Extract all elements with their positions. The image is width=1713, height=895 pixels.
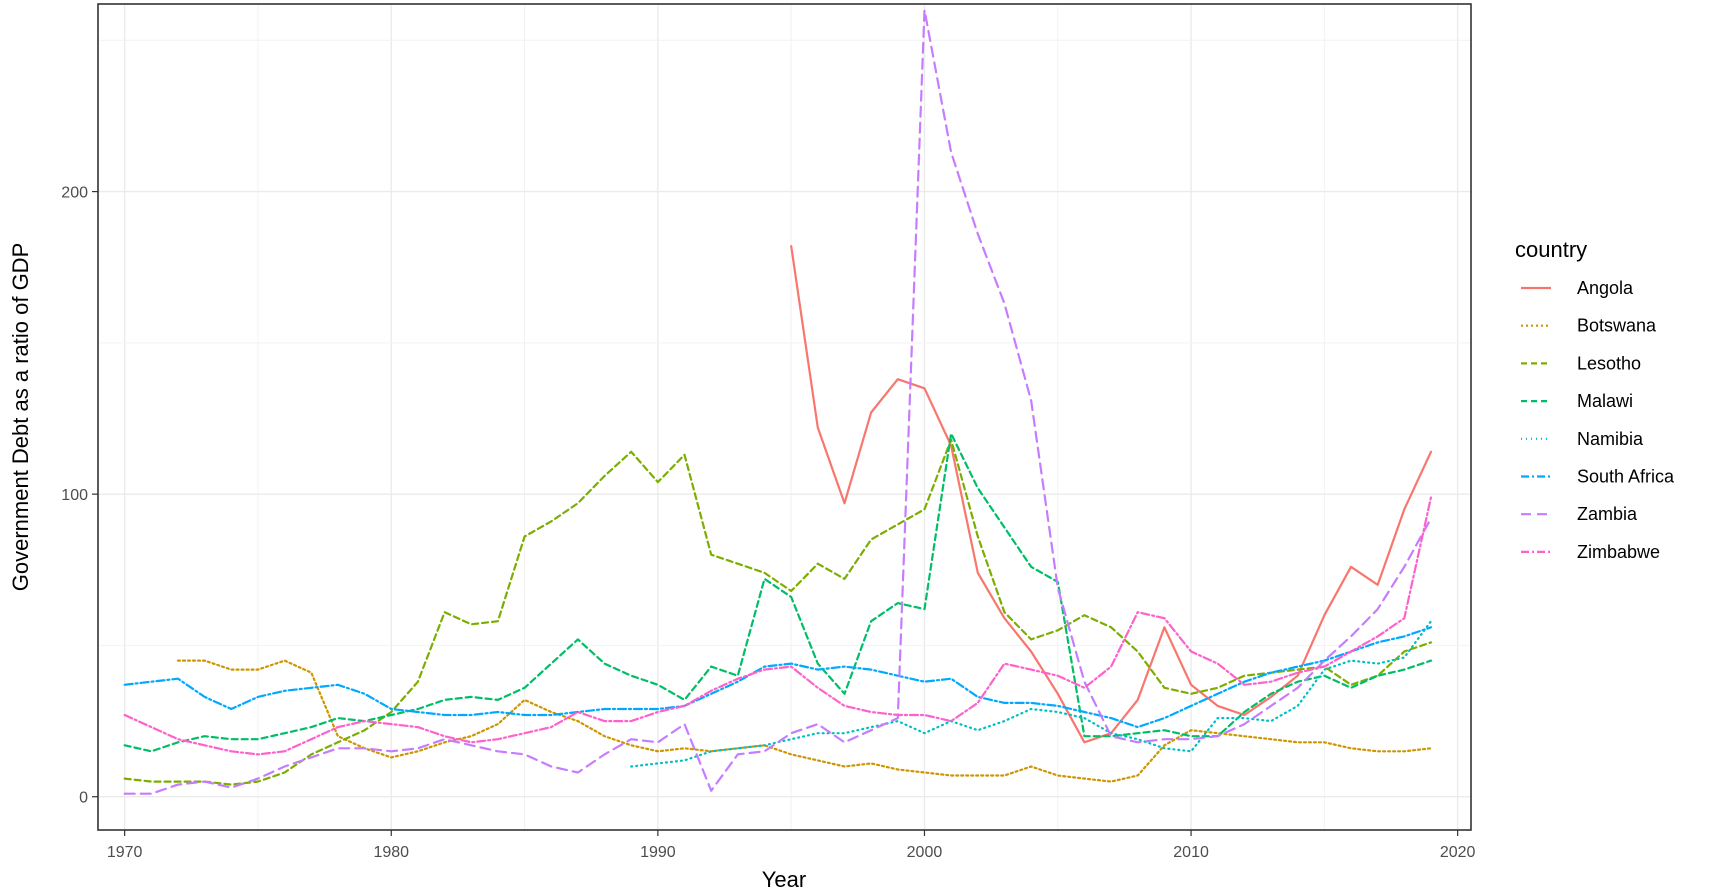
legend-label: South Africa bbox=[1577, 467, 1675, 487]
x-tick-label: 1980 bbox=[373, 844, 409, 861]
y-tick-label: 100 bbox=[61, 487, 88, 504]
legend-label: Zimbabwe bbox=[1577, 542, 1660, 562]
y-tick-label: 200 bbox=[61, 185, 88, 202]
series-line-namibia bbox=[630, 620, 1433, 768]
legend-label: Angola bbox=[1577, 278, 1634, 298]
x-tick-label: 2010 bbox=[1173, 844, 1209, 861]
series-line-zimbabwe bbox=[123, 496, 1433, 756]
series-line-lesotho bbox=[123, 438, 1433, 786]
y-axis-title: Government Debt as a ratio of GDP bbox=[8, 243, 33, 592]
legend-label: Malawi bbox=[1577, 391, 1633, 411]
y-tick-label: 0 bbox=[79, 790, 88, 807]
plot-border bbox=[97, 3, 1472, 831]
x-tick-label: 2000 bbox=[907, 844, 943, 861]
legend-label: Namibia bbox=[1577, 429, 1644, 449]
y-axis: 0 100 200 bbox=[61, 185, 98, 807]
legend: country Angola Botswana Lesotho Malawi Namib… bbox=[1515, 237, 1675, 562]
series-line-zambia bbox=[123, 9, 1433, 795]
series-line-south-africa bbox=[123, 626, 1433, 729]
grid bbox=[98, 4, 1471, 830]
series-layer bbox=[123, 9, 1433, 795]
x-tick-label: 1990 bbox=[640, 844, 676, 861]
legend-label: Zambia bbox=[1577, 504, 1638, 524]
legend-title: country bbox=[1515, 237, 1587, 262]
x-axis: 1970 1980 1990 2000 2010 2020 bbox=[107, 830, 1476, 861]
series-line-botswana bbox=[176, 659, 1433, 783]
x-axis-title: Year bbox=[762, 867, 806, 892]
x-tick-label: 2020 bbox=[1440, 844, 1476, 861]
plot-background bbox=[98, 4, 1471, 830]
legend-label: Lesotho bbox=[1577, 353, 1641, 373]
legend-label: Botswana bbox=[1577, 316, 1657, 336]
x-tick-label: 1970 bbox=[107, 844, 143, 861]
